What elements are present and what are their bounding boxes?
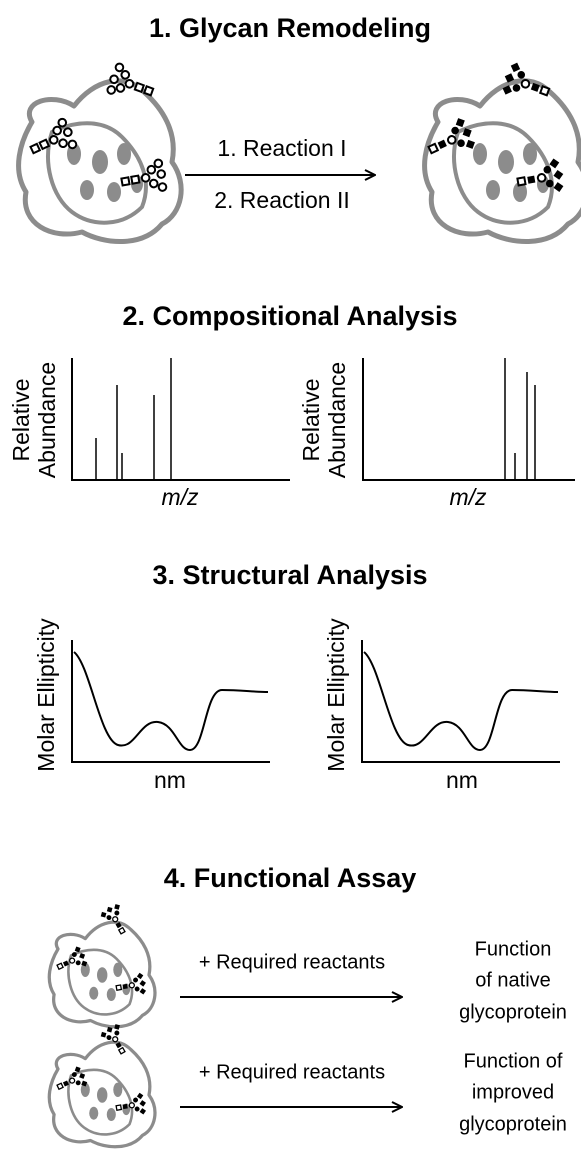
result-label: Function xyxy=(475,938,552,960)
step-label: 1. Reaction I xyxy=(217,135,346,161)
x-axis-label: m/z xyxy=(449,484,487,510)
reagent-label: + Required reactants xyxy=(199,951,385,973)
spectrum-panel: Relative Abundance m/z xyxy=(298,358,575,510)
section-title: 2. Compositional Analysis xyxy=(122,301,457,331)
native-protein xyxy=(19,61,182,241)
x-axis-label: nm xyxy=(446,767,478,793)
section-title: 4. Functional Assay xyxy=(164,863,417,893)
cd-panel: Molar Ellipticity nm xyxy=(323,618,560,793)
section-title: 1. Glycan Remodeling xyxy=(149,13,431,43)
native-protein xyxy=(47,900,157,1029)
step-label: 2. Reaction II xyxy=(214,187,350,213)
reagent-label: + Required reactants xyxy=(199,1061,385,1083)
result-label: Function of xyxy=(464,1050,563,1072)
result-label: glycoprotein xyxy=(459,1001,567,1023)
remodeled-protein xyxy=(421,59,581,241)
cd-panel: Molar Ellipticity nm xyxy=(33,618,270,793)
spectrum-panel: Relative Abundance m/z xyxy=(8,358,290,510)
y-axis-label: Abundance xyxy=(324,362,350,478)
x-axis-label: nm xyxy=(154,767,186,793)
y-axis-label: Molar Ellipticity xyxy=(33,618,59,772)
y-axis-label: Relative xyxy=(298,378,324,461)
result-label: improved xyxy=(472,1081,554,1103)
improved-protein xyxy=(47,1020,157,1149)
y-axis-label: Molar Ellipticity xyxy=(323,618,349,772)
result-label: glycoprotein xyxy=(459,1113,567,1135)
section-title: 3. Structural Analysis xyxy=(152,560,427,590)
y-axis-label: Relative xyxy=(8,378,34,461)
x-axis-label: m/z xyxy=(161,484,199,510)
result-label: of native xyxy=(475,969,551,991)
y-axis-label: Abundance xyxy=(34,362,60,478)
